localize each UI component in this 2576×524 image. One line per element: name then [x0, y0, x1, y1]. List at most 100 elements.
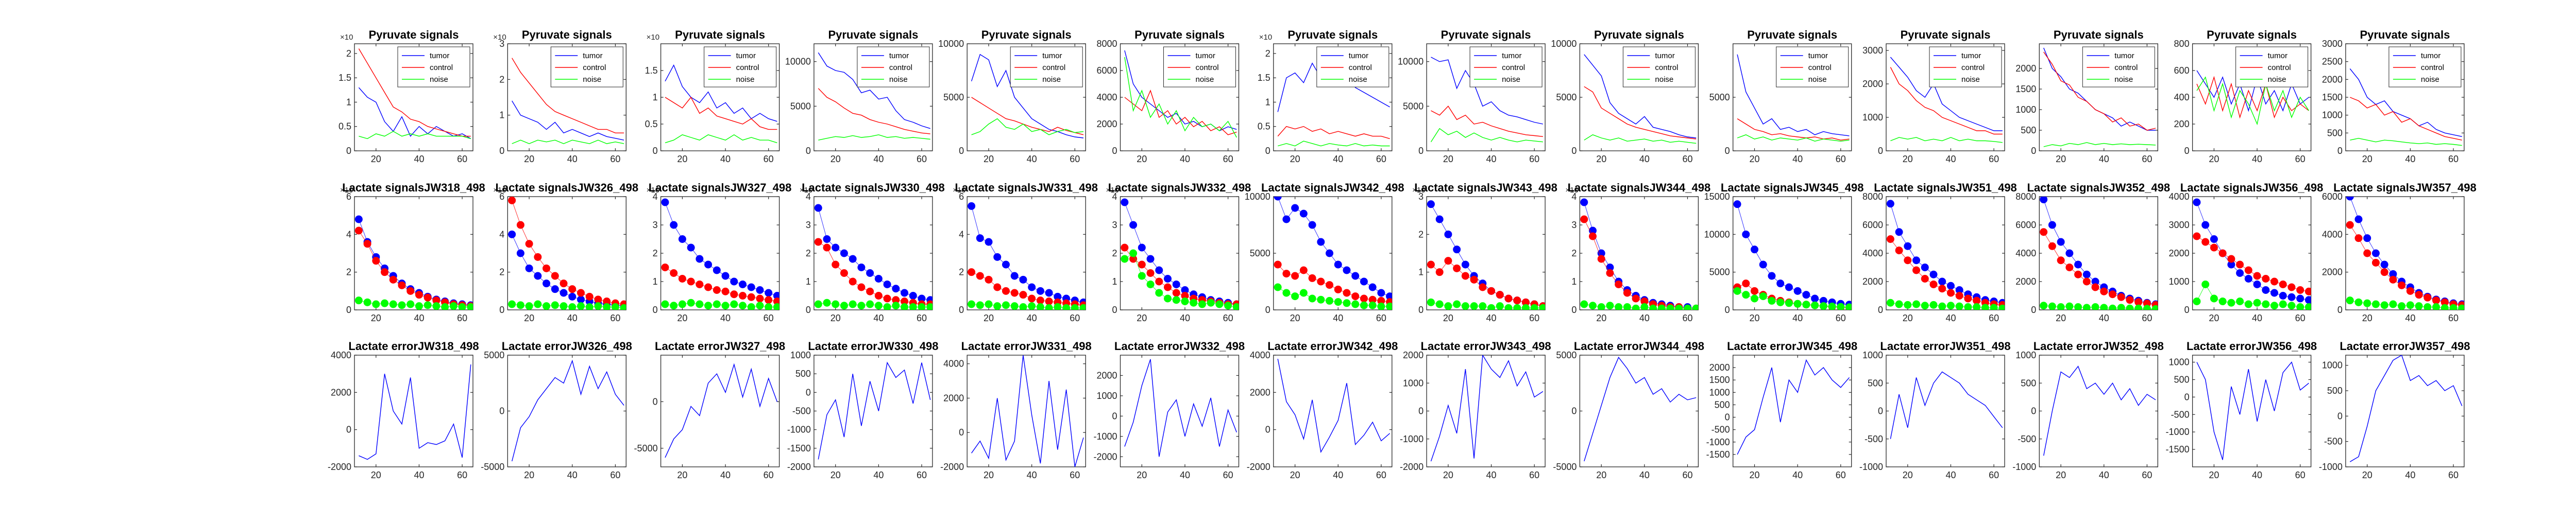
plot-area [1274, 197, 1392, 310]
y-tick-label: 1.5 [645, 65, 658, 76]
data-point-tumor [1811, 294, 1819, 303]
x-tick-label: 40 [1027, 313, 1037, 323]
data-point-noise [611, 303, 619, 310]
data-point-tumor [1028, 283, 1036, 291]
data-point-control [1479, 283, 1487, 291]
data-point-control [1470, 275, 1478, 284]
data-point-noise [1054, 303, 1062, 310]
axes-box [2192, 196, 2312, 310]
data-point-noise [1768, 296, 1776, 305]
data-point-control [1973, 296, 1981, 305]
data-point-control [2262, 275, 2270, 283]
series-line-control [2043, 51, 2156, 131]
data-point-noise [2406, 301, 2414, 309]
y-tick-label: -1000 [1706, 437, 1730, 447]
data-point-tumor [2193, 198, 2201, 206]
x-tick-label: 20 [2056, 470, 2066, 480]
x-tick-label: 60 [1070, 154, 1080, 164]
data-point-tumor [661, 198, 669, 206]
data-point-tumor [508, 230, 516, 238]
data-point-tumor [2354, 215, 2363, 223]
axis-exponent-label: ×10 [953, 186, 965, 195]
data-point-noise [1224, 302, 1232, 310]
plot-area [971, 54, 1084, 138]
data-point-control [2100, 287, 2108, 295]
x-tick-label: 20 [2209, 313, 2219, 323]
axes-box [1120, 355, 1240, 467]
chart-panel-pyruvate-14: 20 40 60 0 500 1000 1500 2000 2500 3000 Pyruvate s… [2322, 28, 2465, 164]
y-tick-label: 0 [499, 305, 504, 315]
data-point-noise [704, 302, 713, 310]
data-point-noise [968, 300, 976, 308]
x-tick-label: 40 [567, 154, 578, 164]
data-point-control [381, 268, 389, 276]
y-tick-label: -500 [792, 406, 811, 416]
chart-panel-error-10: 20 40 60 -1500 -1000 -500 0 500 1000 1500 2000 Lact… [1706, 340, 1858, 480]
data-point-control [585, 292, 594, 301]
y-tick-label: 10000 [1551, 39, 1577, 49]
data-point-control [1895, 247, 1903, 254]
y-tick-label: 1000 [2322, 360, 2343, 371]
series-line-tumor [1737, 54, 1850, 136]
y-tick-label: 2 [806, 248, 811, 258]
data-point-noise [2432, 303, 2441, 310]
data-point-noise [773, 303, 779, 310]
y-tick-label: 2000 [943, 393, 964, 403]
legend-label-tumor: tumor [1349, 51, 1368, 60]
data-point-noise [1282, 289, 1291, 297]
y-tick-label: 0 [2031, 406, 2036, 416]
x-tick-label: 20 [1290, 154, 1300, 164]
data-point-tumor [2236, 269, 2244, 277]
legend-label-tumor: tumor [736, 51, 756, 60]
data-point-noise [1172, 296, 1180, 304]
data-point-noise [747, 303, 755, 310]
data-point-tumor [1802, 291, 1810, 299]
x-tick-label: 20 [677, 470, 687, 480]
data-point-tumor [832, 243, 840, 252]
series-line-noise [665, 134, 777, 144]
x-tick-label: 60 [917, 313, 927, 323]
x-tick-label: 60 [1682, 313, 1692, 323]
data-point-noise [1955, 302, 1963, 310]
data-point-tumor [1282, 215, 1291, 223]
chart-panel-pyruvate-11: 20 40 60 0 1000 2000 3000 Pyruvate signals tumor… [1862, 28, 2005, 164]
data-point-tumor [2244, 275, 2252, 283]
legend-label-control: control [1961, 63, 1985, 72]
axes-box [354, 355, 473, 467]
x-tick-label: 20 [984, 313, 994, 323]
x-tick-label: 60 [1376, 313, 1386, 323]
data-point-control [1461, 272, 1469, 280]
data-point-noise [1539, 304, 1546, 310]
data-point-tumor [534, 272, 542, 280]
y-tick-label: 1000 [1862, 350, 1883, 360]
data-point-noise [1299, 289, 1308, 297]
data-point-control [1351, 292, 1360, 301]
data-point-tumor [866, 269, 874, 277]
data-point-noise [909, 303, 917, 310]
data-point-noise [1155, 289, 1163, 297]
legend: tumor control noise [1776, 46, 1849, 88]
axis-exponent-label: ×10 [493, 186, 506, 195]
x-tick-label: 60 [764, 470, 774, 480]
chart-panel-error-14: 20 40 60 -1000 -500 0 500 1000 Lactate errorJW35… [2319, 340, 2470, 480]
data-point-control [2406, 287, 2414, 295]
data-point-noise [1938, 302, 1946, 310]
data-point-control [1946, 289, 1955, 297]
data-point-tumor [892, 285, 900, 293]
data-point-tumor [730, 277, 738, 286]
axes-box [1733, 355, 1852, 467]
y-tick-label: 2000 [1709, 362, 1730, 373]
data-point-noise [1632, 304, 1640, 310]
data-point-noise [926, 303, 933, 310]
data-point-tumor [1045, 289, 1053, 297]
y-tick-label: 2500 [2322, 57, 2343, 67]
y-tick-label: 3 [653, 220, 658, 230]
y-tick-label: 2000 [1096, 370, 1117, 380]
series-line-tumor [2349, 68, 2462, 137]
data-point-tumor [901, 289, 909, 297]
data-point-control [1028, 294, 1036, 303]
x-tick-label: 60 [1836, 470, 1846, 480]
